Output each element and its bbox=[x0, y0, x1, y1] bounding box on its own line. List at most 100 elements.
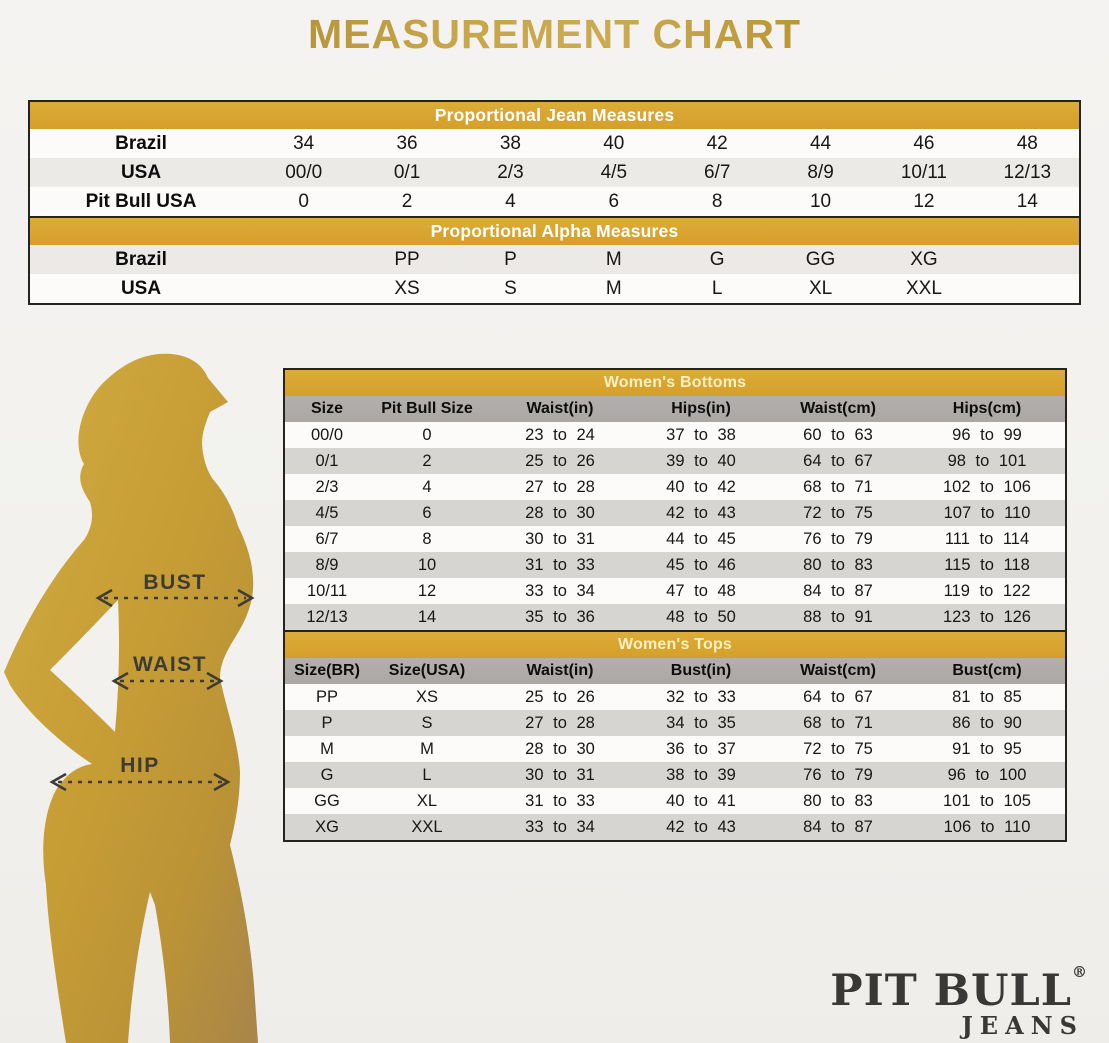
table-row: 4/5 6 28 to 30 42 to 43 72 to 75 107 to 110 bbox=[285, 500, 1065, 526]
cell: 34 bbox=[293, 132, 315, 154]
table-row: 00/0 0 23 to 24 37 to 38 60 to 63 96 to 99 bbox=[285, 422, 1065, 448]
table-row: 0/1 2 25 to 26 39 to 40 64 to 67 98 to 101 bbox=[285, 448, 1065, 474]
table-header-band: Proportional Alpha Measures bbox=[30, 218, 1079, 245]
cell: 64 to 67 bbox=[803, 451, 873, 470]
cell: 33 to 34 bbox=[525, 581, 595, 600]
cell: 48 bbox=[1016, 132, 1038, 154]
row-label: Brazil bbox=[115, 132, 167, 154]
cell: M bbox=[605, 248, 622, 270]
table-row: M M 28 to 30 36 to 37 72 to 75 91 to 95 bbox=[285, 736, 1065, 762]
arrow-right-icon bbox=[206, 671, 224, 691]
cell: 40 to 41 bbox=[666, 791, 736, 810]
cell: 31 to 33 bbox=[525, 791, 595, 810]
column-header: Size(BR) bbox=[294, 662, 360, 679]
cell: 27 to 28 bbox=[525, 713, 595, 732]
column-header: Waist(cm) bbox=[800, 662, 876, 679]
women-sizes-block: Women's Bottoms Size Pit Bull Size Waist(i… bbox=[283, 368, 1067, 842]
cell: 27 to 28 bbox=[525, 477, 595, 496]
row-label: USA bbox=[120, 161, 162, 183]
cell: XG bbox=[910, 248, 938, 270]
cell: 32 to 33 bbox=[666, 687, 736, 706]
cell: 123 to 126 bbox=[943, 607, 1031, 626]
cell: G bbox=[320, 765, 334, 784]
hip-measure bbox=[49, 772, 231, 792]
cell: 106 to 110 bbox=[943, 817, 1031, 836]
cell: 80 to 83 bbox=[803, 555, 873, 574]
cell: 102 to 106 bbox=[943, 477, 1031, 496]
cell: 40 bbox=[603, 132, 625, 154]
cell: 12/13 bbox=[1003, 161, 1052, 183]
cell: 6 bbox=[422, 503, 432, 522]
cell: 10/11 bbox=[306, 581, 348, 600]
table-row: P S 27 to 28 34 to 35 68 to 71 86 to 90 bbox=[285, 710, 1065, 736]
cell: PP bbox=[394, 248, 420, 270]
cell: 00/0 bbox=[285, 161, 323, 183]
cell: XS bbox=[394, 277, 420, 299]
cell: 68 to 71 bbox=[803, 477, 873, 496]
table-header-band: Women's Tops bbox=[285, 630, 1065, 658]
hip-label: HIP bbox=[120, 754, 160, 777]
column-header: Bust(in) bbox=[670, 662, 732, 679]
cell: 12 bbox=[417, 581, 437, 600]
arrow-left-icon bbox=[111, 671, 129, 691]
cell: 47 to 48 bbox=[666, 581, 736, 600]
cell: 8 bbox=[711, 190, 723, 212]
alpha-measures-table: Proportional Alpha Measures Brazil PP P M G G… bbox=[28, 218, 1081, 305]
cell: 84 to 87 bbox=[803, 581, 873, 600]
cell: 39 to 40 bbox=[666, 451, 736, 470]
cell: 4 bbox=[422, 477, 432, 496]
cell: 2 bbox=[401, 190, 413, 212]
cell: 8 bbox=[422, 529, 432, 548]
cell: 2 bbox=[422, 451, 432, 470]
cell: 28 to 30 bbox=[525, 503, 595, 522]
cell: 10 bbox=[417, 555, 437, 574]
arrow-right-icon bbox=[237, 588, 255, 608]
cell: PP bbox=[315, 687, 338, 706]
column-header: Size(USA) bbox=[388, 662, 466, 679]
cell: GG bbox=[805, 248, 836, 270]
cell: 12 bbox=[913, 190, 935, 212]
table-row: USA XS S M L XL XXL bbox=[30, 274, 1079, 303]
cell: XL bbox=[808, 277, 833, 299]
arrow-right-icon bbox=[213, 772, 231, 792]
cell: 115 to 118 bbox=[944, 555, 1030, 574]
cell: 119 to 122 bbox=[943, 581, 1031, 600]
cell: 96 to 99 bbox=[952, 425, 1022, 444]
cell: 31 to 33 bbox=[525, 555, 595, 574]
cell: 44 bbox=[809, 132, 832, 154]
cell: 72 to 75 bbox=[803, 503, 873, 522]
cell: 45 to 46 bbox=[666, 555, 736, 574]
cell: L bbox=[711, 277, 723, 299]
column-header: Hips(cm) bbox=[952, 400, 1022, 417]
cell: 25 to 26 bbox=[525, 451, 595, 470]
logo-wordmark: PIT BULL® bbox=[830, 965, 1087, 1013]
table-row: Brazil 34 36 38 40 42 44 46 48 bbox=[30, 129, 1079, 158]
jean-measures-rows: Brazil 34 36 38 40 42 44 46 48 USA 00/0 0/1 2/3 4/5 6/… bbox=[30, 129, 1079, 216]
cell: 35 to 36 bbox=[525, 607, 595, 626]
cell: S bbox=[421, 713, 433, 732]
cell: 34 to 35 bbox=[666, 713, 736, 732]
cell: M bbox=[605, 277, 622, 299]
cell: 96 to 100 bbox=[947, 765, 1027, 784]
column-header: Waist(in) bbox=[526, 662, 594, 679]
brand-logo: PIT BULL® JEANS bbox=[830, 965, 1087, 1038]
cell: 72 to 75 bbox=[803, 739, 873, 758]
cell: 0/1 bbox=[393, 161, 421, 183]
jean-measures-table: Proportional Jean Measures Brazil 34 36 38 4… bbox=[28, 100, 1081, 218]
table-row: G L 30 to 31 38 to 39 76 to 79 96 to 100 bbox=[285, 762, 1065, 788]
cell: 111 to 114 bbox=[944, 529, 1030, 548]
cell: 46 bbox=[913, 132, 935, 154]
cell: 68 to 71 bbox=[803, 713, 873, 732]
column-header: Waist(in) bbox=[526, 400, 594, 417]
cell: P bbox=[321, 713, 333, 732]
cell: P bbox=[504, 248, 517, 270]
cell: 101 to 105 bbox=[943, 791, 1031, 810]
cell: 30 to 31 bbox=[525, 765, 595, 784]
cell: 8/9 bbox=[315, 555, 339, 574]
table-row: GG XL 31 to 33 40 to 41 80 to 83 101 to 105 bbox=[285, 788, 1065, 814]
arrow-left-icon bbox=[49, 772, 67, 792]
cell: 38 bbox=[499, 132, 521, 154]
table-row: XG XXL 33 to 34 42 to 43 84 to 87 106 to 110 bbox=[285, 814, 1065, 840]
cell: 76 to 79 bbox=[803, 765, 873, 784]
